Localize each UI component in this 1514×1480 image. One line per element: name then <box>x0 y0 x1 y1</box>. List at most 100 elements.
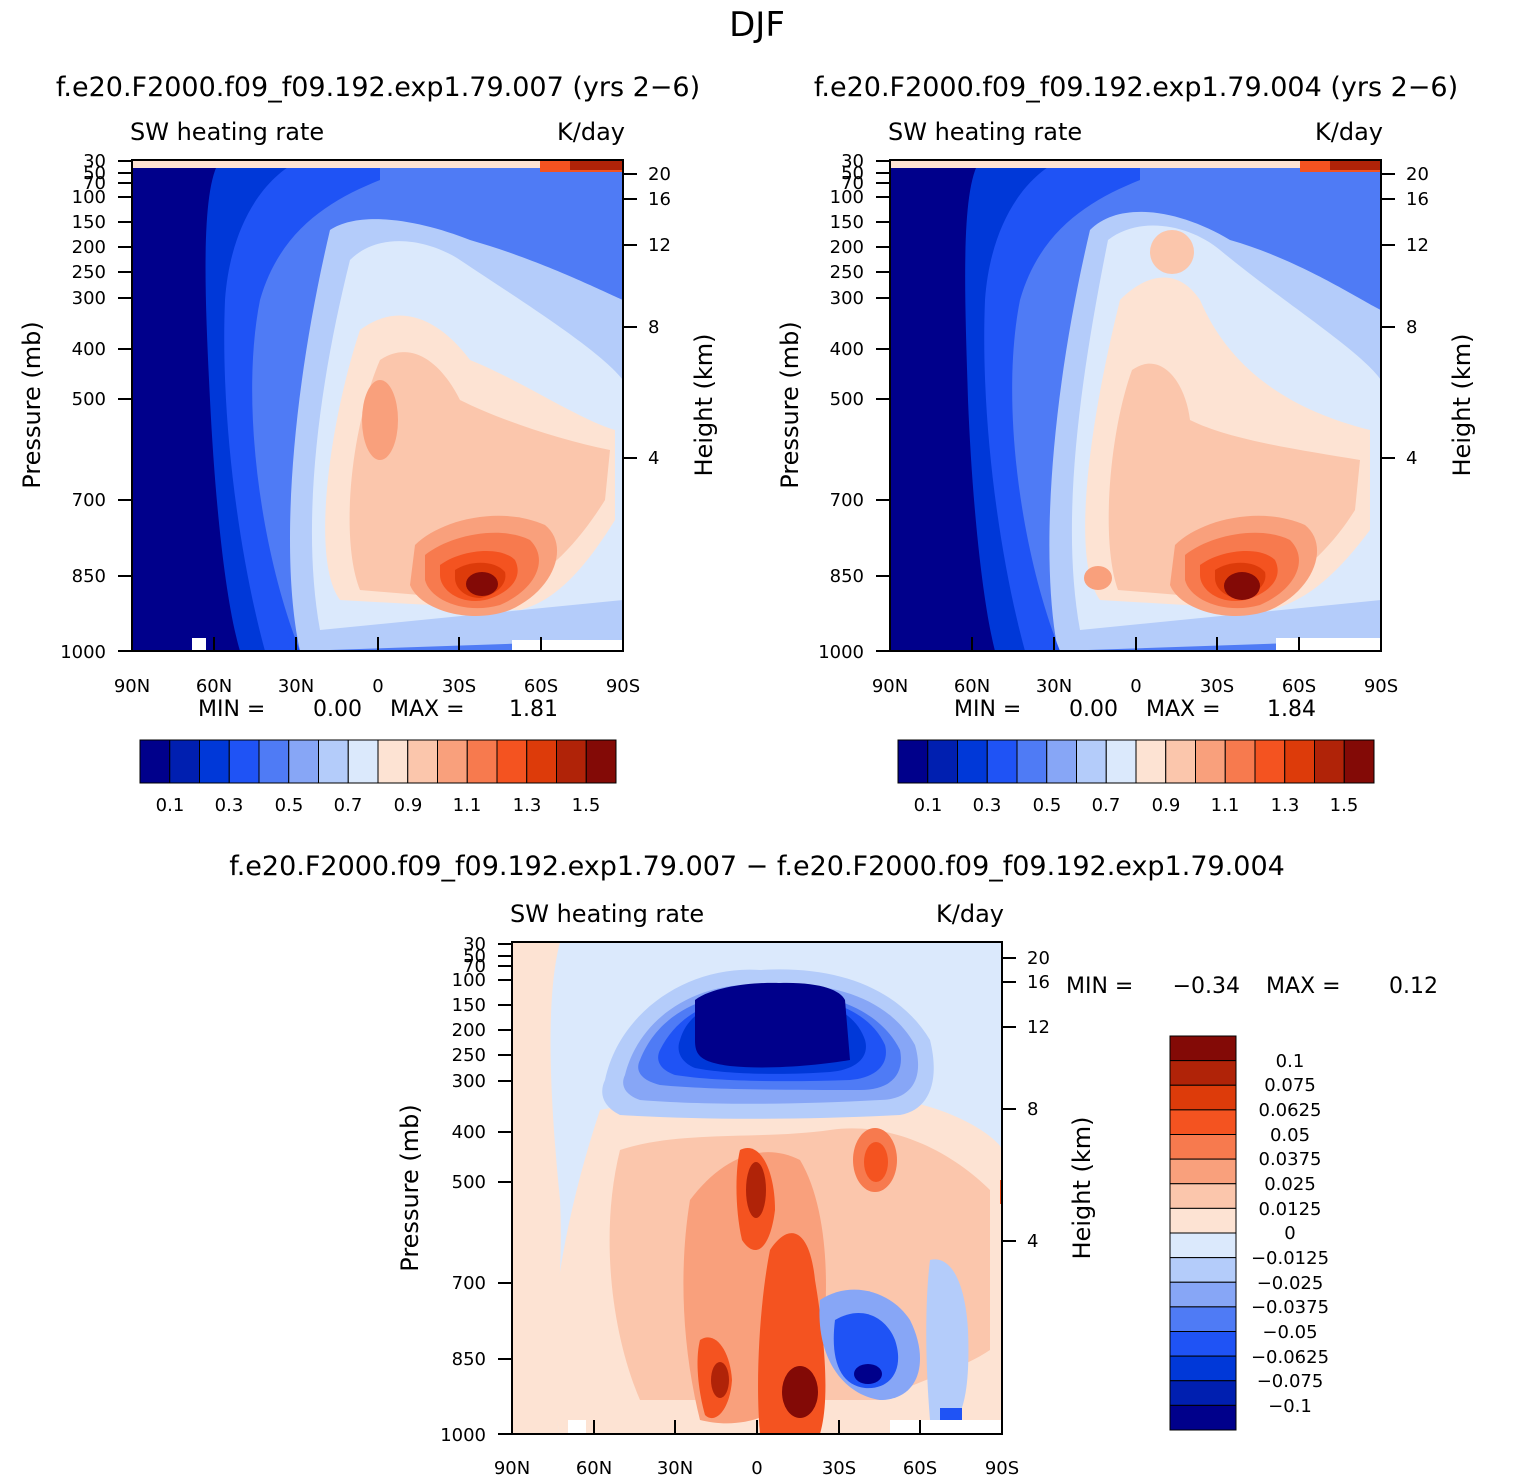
colorbar-swatch <box>169 739 200 784</box>
colorbar-swatch <box>1135 739 1167 784</box>
x-tick-label: 60N <box>196 676 232 697</box>
min-value: 0.00 <box>1069 697 1118 722</box>
panel-1-variable-label: SW heating rate <box>130 118 324 146</box>
panel-1-height-axis-title: Height (km) <box>690 334 718 477</box>
height-tick-label: 12 <box>1406 235 1429 256</box>
panel-3-y-axis: 30 50 70 100 150 200 250 300 400 500 700… <box>396 934 512 1446</box>
panel-3: f.e20.F2000.f09_f09.192.exp1.79.007 − f.… <box>229 851 1438 1479</box>
panel-3-units-label: K/day <box>936 900 1004 928</box>
colorbar-swatch <box>288 739 319 784</box>
panel-1-units-label: K/day <box>557 118 625 146</box>
min-value: −0.34 <box>1173 974 1240 999</box>
colorbar-label: 1.3 <box>513 795 542 816</box>
colorbar-label: 0.1 <box>1276 1051 1305 1072</box>
y-tick-label: 250 <box>452 1045 486 1066</box>
y-tick-label: 150 <box>72 212 106 233</box>
y-tick-label: 700 <box>452 1273 486 1294</box>
y-tick-label: 250 <box>830 262 864 283</box>
colorbar-swatch <box>1169 1281 1237 1308</box>
height-tick-label: 4 <box>1406 448 1417 469</box>
colorbar-swatch <box>1169 1257 1237 1283</box>
y-tick-label: 150 <box>830 212 864 233</box>
panel-1-y-axis-title: Pressure (mb) <box>18 321 46 488</box>
x-tick-label: 30N <box>657 1458 693 1479</box>
colorbar-swatch <box>526 739 557 784</box>
colorbar-label: −0.0375 <box>1251 1297 1329 1318</box>
colorbar-label: −0.0125 <box>1251 1248 1329 1269</box>
colorbar-label: 1.3 <box>1271 795 1300 816</box>
colorbar-label: −0.075 <box>1257 1371 1324 1392</box>
x-tick-label: 60S <box>903 1458 937 1479</box>
panel-2-colorbar <box>897 739 1375 784</box>
x-tick-label: 90S <box>606 676 640 697</box>
panel-2-contour-field <box>890 160 1381 651</box>
max-value: 1.84 <box>1267 697 1316 722</box>
panel-2-colorbar-labels: 0.1 0.3 0.5 0.7 0.9 1.1 1.3 1.5 <box>914 795 1359 816</box>
min-value: 0.00 <box>313 697 362 722</box>
colorbar-label: 0.7 <box>1092 795 1121 816</box>
y-tick-label: 850 <box>452 1349 486 1370</box>
x-tick-label: 90N <box>114 676 150 697</box>
y-tick-label: 850 <box>72 566 106 587</box>
x-tick-label: 90S <box>985 1458 1019 1479</box>
colorbar-label: 0.9 <box>394 795 423 816</box>
colorbar-label: 1.1 <box>453 795 482 816</box>
panel-2-y-axis: 30 50 70 100 150 200 250 300 400 500 700… <box>776 151 890 663</box>
panel-1-min-max: MIN = 0.00 MAX = 1.81 <box>198 697 558 722</box>
colorbar-swatch <box>1284 739 1315 784</box>
colorbar-swatch <box>466 739 498 784</box>
panel-2-variable-label: SW heating rate <box>888 118 1082 146</box>
x-tick-label: 60S <box>1282 676 1316 697</box>
colorbar-label: 0 <box>1284 1223 1295 1244</box>
height-tick-label: 20 <box>648 164 671 185</box>
y-tick-label: 100 <box>452 970 486 991</box>
y-tick-label: 200 <box>72 237 106 258</box>
colorbar-swatch <box>1016 739 1048 784</box>
colorbar-label: −0.1 <box>1268 1396 1312 1417</box>
y-tick-label: 500 <box>830 389 864 410</box>
panel-2-units-label: K/day <box>1315 118 1383 146</box>
y-tick-label: 300 <box>452 1071 486 1092</box>
x-tick-label: 90N <box>872 676 908 697</box>
colorbar-swatch <box>1076 739 1107 784</box>
y-tick-label: 400 <box>452 1122 486 1143</box>
colorbar-swatch <box>318 739 349 784</box>
y-tick-label: 700 <box>830 490 864 511</box>
colorbar-label: 0.1 <box>156 795 185 816</box>
panel-1: f.e20.F2000.f09_f09.192.exp1.79.007 (yrs… <box>18 72 718 816</box>
panel-3-height-axis-title: Height (km) <box>1068 1117 1096 1260</box>
y-tick-label: 1000 <box>60 642 106 663</box>
colorbar-swatch <box>986 739 1018 784</box>
x-tick-label: 60N <box>954 676 990 697</box>
y-tick-label: 500 <box>72 389 106 410</box>
height-tick-label: 8 <box>648 317 659 338</box>
y-tick-label: 700 <box>72 490 106 511</box>
colorbar-swatch <box>1195 739 1226 784</box>
colorbar-label: 0.1 <box>914 795 943 816</box>
panel-2: f.e20.F2000.f09_f09.192.exp1.79.004 (yrs… <box>776 72 1476 816</box>
min-label: MIN = <box>1066 974 1133 999</box>
x-tick-label: 30N <box>1036 676 1072 697</box>
panel-1-contour-field <box>132 160 623 651</box>
y-tick-label: 100 <box>830 187 864 208</box>
panel-3-variable-label: SW heating rate <box>510 900 704 928</box>
panel-3-contour-field <box>512 942 1002 1434</box>
y-tick-label: 30 <box>83 151 106 172</box>
panel-2-y-axis-title: Pressure (mb) <box>776 321 804 488</box>
panel-2-height-axis-title: Height (km) <box>1448 334 1476 477</box>
panel-2-min-max: MIN = 0.00 MAX = 1.84 <box>954 697 1316 722</box>
height-tick-label: 16 <box>648 189 671 210</box>
height-tick-label: 12 <box>1027 1017 1050 1038</box>
colorbar-swatch <box>1165 739 1196 784</box>
y-tick-label: 250 <box>72 262 106 283</box>
y-tick-label: 30 <box>463 934 486 955</box>
colorbar-label: 0.3 <box>215 795 244 816</box>
colorbar-swatch <box>957 739 988 784</box>
height-tick-label: 16 <box>1027 972 1050 993</box>
colorbar-swatch <box>1169 1109 1237 1135</box>
panel-3-height-axis: 20 16 12 8 4 Height (km) <box>1002 948 1096 1259</box>
colorbar-swatch <box>228 739 260 784</box>
colorbar-swatch <box>1169 1331 1237 1357</box>
colorbar-label: −0.0625 <box>1251 1347 1329 1368</box>
colorbar-label: 0.7 <box>334 795 363 816</box>
